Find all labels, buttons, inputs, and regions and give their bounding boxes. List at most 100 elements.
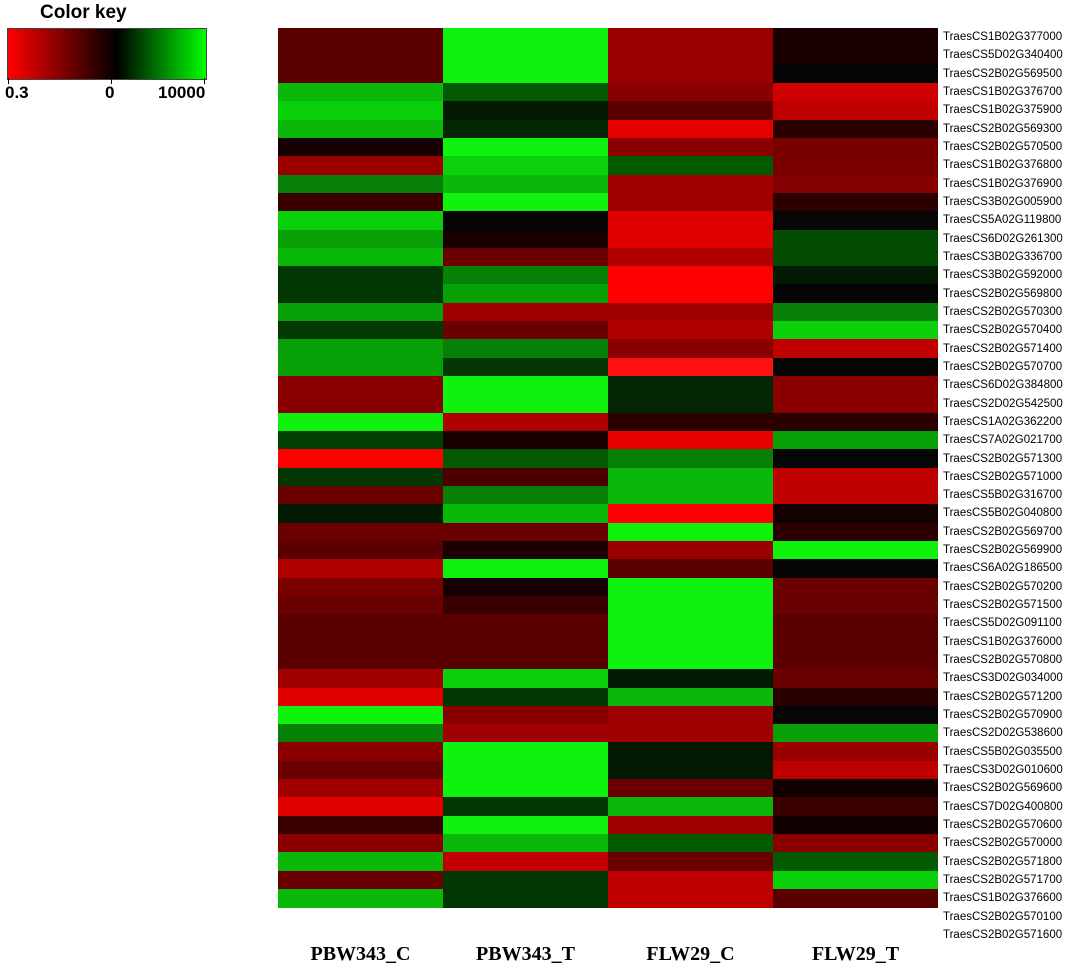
heatmap-cell <box>608 632 773 652</box>
heatmap-cell <box>278 431 443 450</box>
color-key-title: Color key <box>40 2 127 23</box>
heatmap-cell <box>443 522 608 542</box>
heatmap-cell <box>608 724 773 744</box>
heatmap-cell <box>608 760 773 780</box>
color-key-label-high: 10000 <box>158 83 206 102</box>
heatmap-cell <box>443 870 608 890</box>
heatmap-cell <box>443 266 608 286</box>
row-label: TraesCS2D02G538600 <box>943 727 1063 740</box>
heatmap-cell <box>278 614 443 634</box>
column-label: PBW343_T <box>476 943 575 965</box>
heatmap-cell <box>773 852 938 872</box>
heatmap-cell <box>608 889 773 908</box>
heatmap-cell <box>773 339 938 359</box>
heatmap-cell <box>278 779 443 799</box>
heatmap-cell <box>443 394 608 414</box>
heatmap-cell <box>773 101 938 121</box>
row-label: TraesCS7D02G400800 <box>943 800 1063 813</box>
row-label: TraesCS5A02G119800 <box>943 214 1062 227</box>
heatmap-cell <box>773 669 938 689</box>
heatmap-cell <box>773 119 938 139</box>
heatmap-cell <box>443 540 608 560</box>
heatmap-cell <box>443 247 608 267</box>
row-label: TraesCS3D02G034000 <box>943 672 1063 685</box>
row-label: TraesCS2B02G571600 <box>943 928 1063 941</box>
row-label: TraesCS5B02G040800 <box>943 507 1063 520</box>
heatmap-cell <box>443 229 608 249</box>
heatmap-cell <box>278 156 443 176</box>
heatmap-cell <box>443 339 608 359</box>
heatmap-cell <box>443 834 608 853</box>
heatmap-cell <box>773 137 938 157</box>
heatmap-cell <box>608 101 773 121</box>
color-key-tick-high <box>204 78 205 84</box>
color-key-tick-low <box>8 78 9 84</box>
heatmap-cell <box>278 339 443 359</box>
heatmap-cell <box>773 302 938 322</box>
heatmap-cell <box>608 247 773 267</box>
heatmap-cell <box>278 815 443 835</box>
heatmap-cell <box>278 650 443 670</box>
heatmap-cell <box>278 504 443 524</box>
heatmap-cell <box>443 101 608 121</box>
heatmap-cell <box>773 779 938 799</box>
heatmap-cell <box>608 797 773 817</box>
row-label: TraesCS2B02G570000 <box>943 837 1063 850</box>
heatmap-cell <box>443 760 608 780</box>
row-label: TraesCS2B02G569800 <box>943 287 1063 300</box>
heatmap-cell <box>608 412 773 432</box>
heatmap-cell <box>443 137 608 157</box>
heatmap-cell <box>608 486 773 505</box>
heatmap-cell <box>443 357 608 377</box>
heatmap-cell <box>773 614 938 634</box>
heatmap-cell <box>443 504 608 524</box>
heatmap-cell <box>608 119 773 139</box>
heatmap-cell <box>443 28 608 66</box>
heatmap-cell <box>278 321 443 341</box>
heatmap-cell <box>278 229 443 249</box>
row-label: TraesCS2B02G571700 <box>943 873 1063 886</box>
heatmap-cell <box>773 266 938 286</box>
row-label: TraesCS2B02G570100 <box>943 910 1063 923</box>
heatmap-cell <box>608 779 773 799</box>
heatmap-cell <box>278 467 443 487</box>
row-label: TraesCS2B02G571400 <box>943 342 1063 355</box>
heatmap-cell <box>443 412 608 432</box>
heatmap-cell <box>608 302 773 322</box>
heatmap-cell <box>443 467 608 487</box>
heatmap-cell <box>278 595 443 615</box>
row-label: TraesCS2B02G569600 <box>943 782 1063 795</box>
heatmap-cell <box>278 852 443 872</box>
row-label: TraesCS7A02G021700 <box>943 434 1063 447</box>
heatmap-cell <box>278 577 443 597</box>
heatmap-cell <box>773 760 938 780</box>
heatmap-cell <box>278 449 443 469</box>
heatmap-cell <box>773 357 938 377</box>
heatmap-cell <box>773 834 938 853</box>
heatmap-cell <box>773 229 938 249</box>
heatmap-cell <box>443 687 608 707</box>
heatmap-cell <box>773 376 938 395</box>
heatmap-cell <box>278 742 443 762</box>
heatmap-cell <box>278 724 443 744</box>
row-label: TraesCS2B02G570800 <box>943 654 1063 667</box>
heatmap-cell <box>608 540 773 560</box>
heatmap-cell <box>278 687 443 707</box>
heatmap-cell <box>278 357 443 377</box>
row-label: TraesCS2B02G569700 <box>943 525 1063 538</box>
heatmap-cell <box>773 394 938 414</box>
column-label: FLW29_C <box>646 943 735 965</box>
row-label: TraesCS3B02G336700 <box>943 251 1063 263</box>
heatmap-cell <box>773 64 938 84</box>
heatmap-cell <box>443 632 608 652</box>
heatmap-cell <box>278 486 443 505</box>
heatmap-cell <box>278 540 443 560</box>
heatmap-cell <box>443 192 608 212</box>
heatmap-cell <box>443 852 608 872</box>
heatmap-cell <box>608 156 773 176</box>
heatmap-cell <box>278 559 443 579</box>
heatmap-cell <box>608 815 773 835</box>
heatmap-cell <box>443 486 608 505</box>
heatmap-cell <box>443 742 608 762</box>
heatmap-cell <box>773 724 938 744</box>
